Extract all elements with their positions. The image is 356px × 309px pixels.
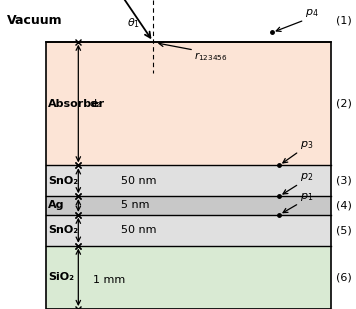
Text: 5 nm: 5 nm [121,201,150,210]
Text: (2): (2) [336,99,351,108]
Text: $p_3$: $p_3$ [300,139,313,151]
Text: $p_1$: $p_1$ [300,191,313,203]
Bar [46,215,331,246]
Text: 50 nm: 50 nm [121,176,157,186]
Text: (3): (3) [336,176,351,186]
Text: (1): (1) [336,15,351,25]
Text: $\theta_1$: $\theta_1$ [127,16,140,30]
Text: $r_{123456}$: $r_{123456}$ [194,51,227,63]
Bar [46,196,331,215]
Bar [46,165,331,196]
Text: (6): (6) [336,272,351,282]
Text: SnO₂: SnO₂ [48,225,78,235]
Bar [46,246,331,309]
Text: $p_4$: $p_4$ [305,7,319,19]
Bar [46,42,331,165]
Text: Absorber: Absorber [48,99,105,108]
Text: SiO₂: SiO₂ [48,272,74,282]
Text: (5): (5) [336,225,351,235]
Text: SnO₂: SnO₂ [48,176,78,186]
Text: $p_2$: $p_2$ [300,171,313,183]
Text: Vacuum: Vacuum [7,14,63,27]
Text: Ag: Ag [48,201,64,210]
Text: d₂: d₂ [89,99,101,108]
Text: 50 nm: 50 nm [121,225,157,235]
Text: (4): (4) [336,201,351,210]
Bar [46,42,331,309]
Text: 1 mm: 1 mm [93,275,125,285]
